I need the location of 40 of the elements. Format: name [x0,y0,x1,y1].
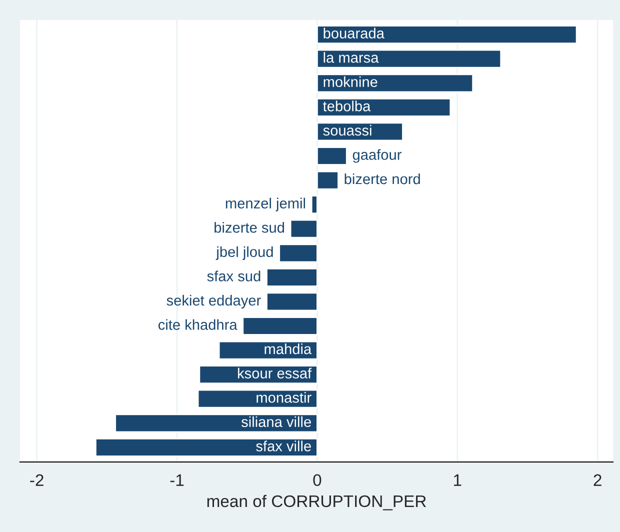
y-tick-label: sekiet eddayer [166,294,261,309]
x-tick-label: 2 [594,474,602,486]
x-axis-title: mean of CORRUPTION_PER [207,494,426,510]
x-tick-label: 1 [454,474,462,486]
bar [316,74,474,93]
y-tick-label: siliana ville [241,416,311,428]
y-tick-label: sfax ville [256,440,311,452]
y-tick-label: sfax sud [207,270,260,282]
bar [95,438,318,457]
y-tick-label: bizerte sud [214,222,284,233]
y-tick-label: bouarada [324,28,384,38]
bar [310,195,318,214]
y-tick-label: jbel jloud [216,246,273,260]
y-tick-label: bizerte nord [344,173,420,184]
bar [316,146,348,166]
y-tick-label: moknine [324,76,378,88]
y-tick-label: la marsa [324,52,379,63]
y-tick-label: souassi [323,124,372,136]
bar [197,389,318,408]
y-tick-label: tebolba [323,100,371,112]
bar [242,316,318,336]
y-tick-label: monastir [256,392,312,403]
bar [266,268,318,287]
bar [114,414,318,433]
y-tick-label: mahdia [264,343,312,354]
y-tick-label: gaafour [352,149,402,163]
bar [278,244,318,263]
x-tick-label: 0 [313,474,322,486]
y-tick-label: menzel jemil [226,198,306,212]
bar [198,365,318,384]
x-tick-label: -1 [170,474,184,486]
bar [290,219,318,238]
bar [316,170,339,190]
bar [316,98,452,117]
y-tick-label: cite khadhra [158,319,238,330]
y-tick-label: ksour essaf [238,368,312,378]
bar [316,25,578,44]
x-tick-label: -2 [30,474,44,486]
bar [266,292,318,312]
bar [316,49,502,68]
